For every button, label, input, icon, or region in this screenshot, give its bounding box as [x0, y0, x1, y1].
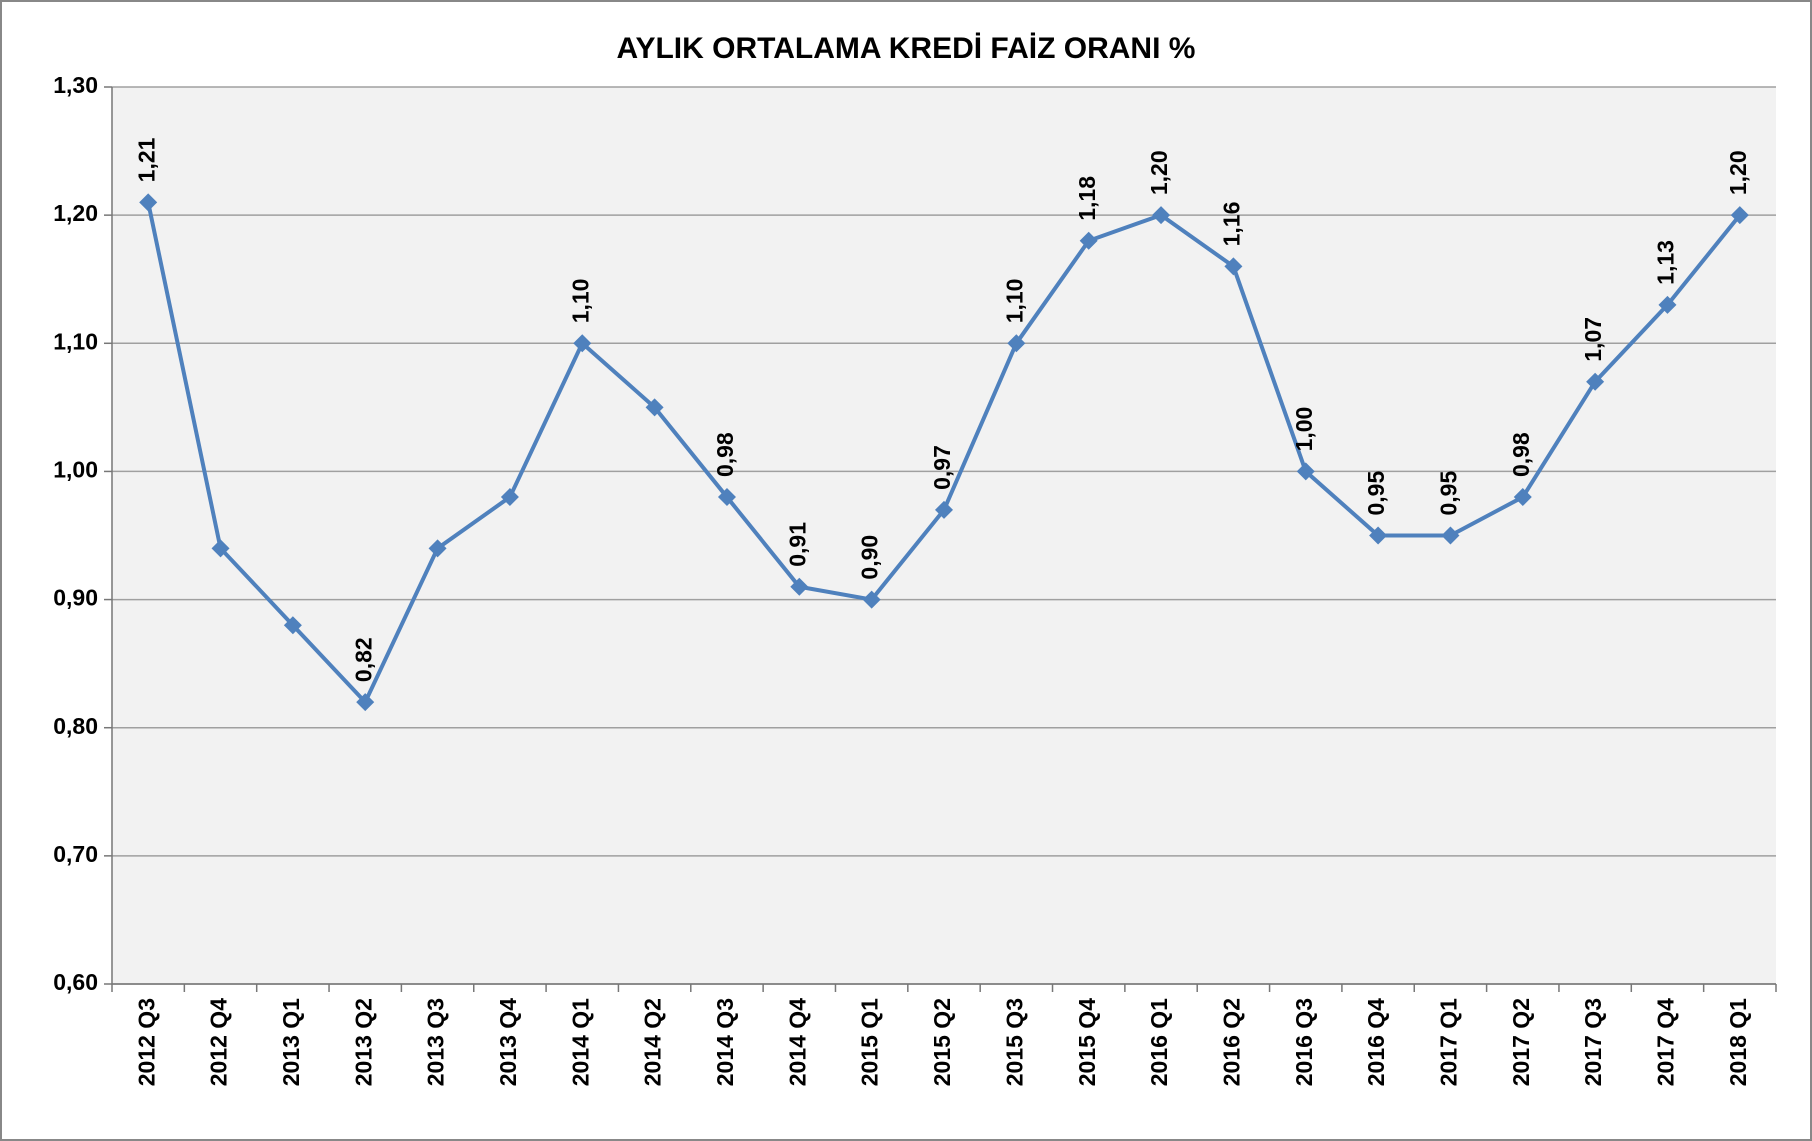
marker [1152, 206, 1171, 225]
marker [500, 488, 519, 507]
x-tick-label: 2018 Q1 [1725, 998, 1751, 1086]
marker [645, 398, 664, 417]
data-label: 0,95 [1363, 471, 1389, 516]
y-tick-label: 1,00 [53, 457, 98, 483]
marker [1730, 206, 1749, 225]
x-tick-label: 2016 Q1 [1146, 998, 1172, 1086]
y-tick-label: 0,90 [53, 585, 98, 611]
data-label: 1,16 [1218, 202, 1244, 247]
data-label: 0,95 [1436, 471, 1462, 516]
marker [1441, 526, 1460, 545]
x-tick-label: 2013 Q2 [350, 998, 376, 1086]
marker [862, 590, 881, 609]
x-tick-label: 2016 Q4 [1363, 998, 1389, 1086]
plot-area [112, 87, 1776, 984]
marker [1007, 334, 1026, 353]
data-label: 0,82 [350, 637, 376, 682]
marker [139, 193, 158, 212]
marker [283, 616, 302, 635]
y-tick-label: 1,20 [53, 200, 98, 226]
data-label: 0,98 [1508, 432, 1534, 477]
data-label: 1,07 [1580, 317, 1606, 362]
x-tick-label: 2017 Q1 [1436, 998, 1462, 1086]
marker [1296, 462, 1315, 481]
x-tick-label: 2015 Q4 [1074, 998, 1100, 1086]
marker [1079, 231, 1098, 250]
marker [935, 500, 953, 519]
data-label: 0,98 [712, 432, 738, 477]
x-tick-label: 2012 Q3 [133, 998, 159, 1086]
y-tick-label: 1,10 [53, 328, 98, 354]
x-tick-label: 2013 Q3 [423, 998, 449, 1086]
marker [790, 577, 809, 596]
y-tick-label: 1,30 [53, 72, 98, 98]
x-tick-label: 2016 Q3 [1291, 998, 1317, 1086]
marker [356, 693, 375, 712]
data-label: 0,97 [929, 445, 955, 490]
marker [1224, 257, 1243, 276]
data-label: 1,10 [567, 279, 593, 324]
x-tick-label: 2016 Q2 [1218, 998, 1244, 1086]
x-tick-label: 2014 Q3 [712, 998, 738, 1086]
data-label: 0,91 [784, 522, 810, 567]
y-tick-label: 0,80 [53, 713, 98, 739]
marker [1369, 526, 1388, 545]
x-tick-label: 2012 Q4 [206, 998, 232, 1086]
data-label: 1,13 [1653, 240, 1679, 285]
data-label: 1,20 [1146, 150, 1172, 195]
x-tick-label: 2015 Q3 [1001, 998, 1027, 1086]
x-tick-label: 2015 Q2 [929, 998, 955, 1086]
x-tick-label: 2017 Q2 [1508, 998, 1534, 1086]
data-label: 1,00 [1291, 407, 1317, 452]
y-tick-label: 0,70 [53, 841, 98, 867]
data-label: 1,18 [1074, 176, 1100, 221]
x-tick-label: 2013 Q4 [495, 998, 521, 1086]
x-tick-label: 2015 Q1 [857, 998, 883, 1086]
marker [211, 539, 230, 558]
x-tick-label: 2014 Q2 [640, 998, 666, 1086]
marker [428, 539, 447, 558]
data-label: 1,20 [1725, 150, 1751, 195]
marker [1658, 295, 1677, 314]
data-label: 0,90 [857, 535, 883, 580]
marker [573, 334, 592, 353]
data-label: 1,10 [1001, 279, 1027, 324]
marker [717, 488, 736, 507]
x-tick-label: 2013 Q1 [278, 998, 304, 1086]
x-tick-label: 2014 Q1 [567, 998, 593, 1086]
y-tick-label: 0,60 [53, 969, 98, 995]
x-tick-label: 2017 Q4 [1653, 998, 1679, 1086]
data-label: 1,21 [133, 137, 159, 182]
marker [1513, 488, 1532, 507]
x-tick-label: 2014 Q4 [784, 998, 810, 1086]
x-tick-label: 2017 Q3 [1580, 998, 1606, 1086]
chart-title: AYLIK ORTALAMA KREDİ FAİZ ORANI % [617, 32, 1196, 65]
marker [1586, 372, 1605, 391]
